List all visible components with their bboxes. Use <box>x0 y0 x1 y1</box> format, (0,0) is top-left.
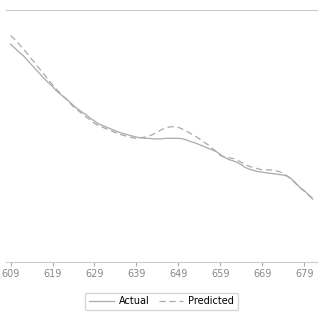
Actual <box>76 107 80 111</box>
Predicted <box>160 128 164 132</box>
Actual <box>9 42 12 46</box>
Actual <box>160 137 164 141</box>
Actual <box>109 127 113 131</box>
Actual <box>311 197 315 201</box>
Actual <box>281 173 285 177</box>
Legend: Actual, Predicted: Actual, Predicted <box>85 292 238 310</box>
Line: Predicted: Predicted <box>11 36 313 198</box>
Actual <box>269 172 273 175</box>
Predicted <box>76 108 80 112</box>
Predicted <box>109 129 113 133</box>
Predicted <box>311 196 315 200</box>
Predicted <box>260 168 264 172</box>
Predicted <box>269 168 273 172</box>
Line: Actual: Actual <box>11 44 313 199</box>
Predicted <box>9 34 12 37</box>
Predicted <box>281 172 285 175</box>
Actual <box>260 170 264 174</box>
